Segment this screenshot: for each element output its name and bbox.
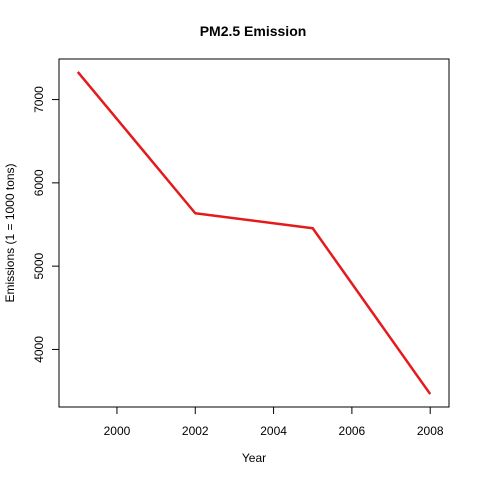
x-tick-label: 2004 <box>260 424 287 438</box>
x-tick-label: 2006 <box>339 424 366 438</box>
series-layer <box>76 71 432 395</box>
x-axis-label: Year <box>242 451 266 465</box>
x-axis: 2000 2002 2004 2006 2008 <box>104 406 444 438</box>
x-tick-label: 2008 <box>417 424 444 438</box>
y-tick-label: 4000 <box>32 336 46 363</box>
y-axis-label: Emissions (1 = 1000 tons) <box>3 163 17 302</box>
y-tick-label: 5000 <box>32 252 46 279</box>
y-axis: 4000 5000 6000 7000 <box>32 86 60 363</box>
series-line-0 <box>76 71 432 395</box>
y-tick-label: 7000 <box>32 86 46 113</box>
chart-title: PM2.5 Emission <box>200 23 307 39</box>
y-tick-label: 6000 <box>32 169 46 196</box>
x-tick-label: 2000 <box>104 424 131 438</box>
x-tick-label: 2002 <box>182 424 209 438</box>
plot-frame <box>58 58 450 408</box>
